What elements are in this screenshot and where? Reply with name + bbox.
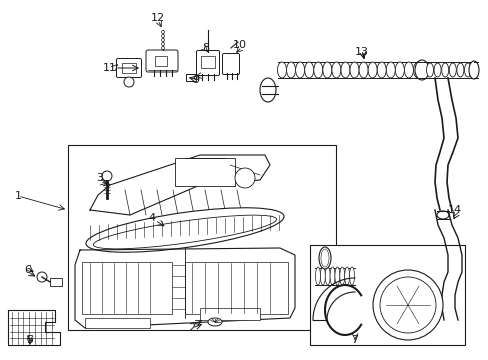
Ellipse shape	[318, 247, 330, 269]
Text: 1: 1	[15, 191, 21, 201]
Ellipse shape	[395, 62, 404, 78]
Ellipse shape	[207, 318, 222, 326]
Ellipse shape	[376, 62, 386, 78]
Ellipse shape	[386, 62, 394, 78]
Text: 7: 7	[351, 335, 358, 345]
Bar	[68, 145, 335, 330]
Ellipse shape	[93, 215, 276, 249]
Ellipse shape	[313, 62, 322, 78]
Text: 13: 13	[354, 47, 368, 57]
Text: 14: 14	[447, 205, 461, 215]
Polygon shape	[75, 248, 294, 328]
Ellipse shape	[329, 267, 334, 285]
Bar	[155, 56, 167, 66]
Ellipse shape	[441, 63, 448, 77]
Circle shape	[235, 168, 254, 188]
Ellipse shape	[426, 63, 433, 77]
Ellipse shape	[436, 211, 448, 219]
Ellipse shape	[304, 62, 313, 78]
Ellipse shape	[414, 60, 428, 80]
Circle shape	[37, 272, 47, 282]
Bar	[201, 56, 215, 68]
Polygon shape	[8, 310, 60, 345]
Bar	[122, 63, 136, 73]
Text: 10: 10	[232, 40, 246, 50]
Text: 2: 2	[188, 323, 195, 333]
Ellipse shape	[86, 208, 284, 252]
Text: 9: 9	[192, 75, 199, 85]
Ellipse shape	[468, 61, 478, 79]
Ellipse shape	[464, 63, 470, 77]
Ellipse shape	[295, 62, 304, 78]
Ellipse shape	[404, 62, 412, 78]
Ellipse shape	[340, 62, 349, 78]
Ellipse shape	[358, 62, 367, 78]
Ellipse shape	[448, 63, 455, 77]
Bar	[82, 262, 172, 314]
FancyBboxPatch shape	[116, 59, 141, 77]
Circle shape	[161, 46, 164, 50]
Ellipse shape	[334, 267, 339, 285]
Circle shape	[372, 270, 442, 340]
Bar	[85, 318, 150, 328]
Polygon shape	[312, 278, 354, 320]
FancyBboxPatch shape	[222, 54, 239, 75]
Bar	[200, 308, 260, 320]
Ellipse shape	[349, 62, 358, 78]
Bar	[50, 278, 62, 286]
Ellipse shape	[315, 267, 320, 285]
Text: 5: 5	[26, 335, 34, 345]
Ellipse shape	[367, 62, 376, 78]
Bar	[175, 158, 235, 186]
Text: 4: 4	[148, 213, 155, 223]
Ellipse shape	[456, 63, 463, 77]
Circle shape	[161, 35, 164, 37]
Text: 3: 3	[96, 173, 103, 183]
Ellipse shape	[433, 63, 440, 77]
Polygon shape	[90, 155, 269, 215]
Ellipse shape	[286, 62, 295, 78]
Ellipse shape	[325, 267, 329, 285]
Text: 8: 8	[202, 43, 209, 53]
Bar	[185, 74, 196, 81]
Circle shape	[161, 39, 164, 41]
Ellipse shape	[413, 62, 422, 78]
FancyBboxPatch shape	[196, 50, 219, 76]
Circle shape	[379, 277, 435, 333]
FancyBboxPatch shape	[146, 50, 178, 72]
Bar	[184, 262, 287, 314]
Ellipse shape	[277, 62, 286, 78]
Ellipse shape	[349, 267, 354, 285]
Ellipse shape	[339, 267, 344, 285]
Circle shape	[161, 42, 164, 45]
Text: 6: 6	[24, 265, 31, 275]
Ellipse shape	[260, 78, 275, 102]
Text: 12: 12	[151, 13, 165, 23]
Ellipse shape	[320, 249, 328, 267]
Circle shape	[124, 77, 134, 87]
Circle shape	[102, 171, 112, 181]
Text: 11: 11	[103, 63, 117, 73]
Ellipse shape	[344, 267, 349, 285]
Ellipse shape	[322, 62, 331, 78]
Circle shape	[161, 31, 164, 33]
Bar	[309, 245, 464, 345]
Ellipse shape	[320, 267, 325, 285]
Ellipse shape	[331, 62, 340, 78]
